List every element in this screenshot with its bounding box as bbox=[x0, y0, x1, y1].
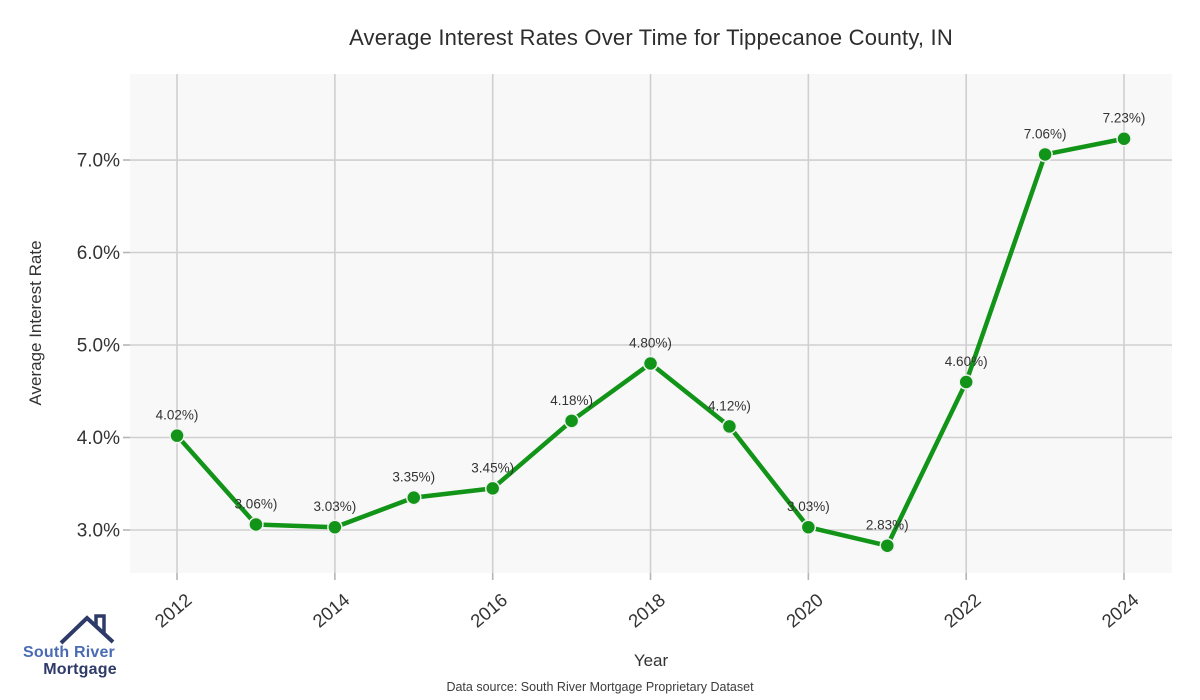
data-point-marker bbox=[879, 537, 896, 554]
chart-title: Average Interest Rates Over Time for Tip… bbox=[349, 25, 953, 50]
y-tick-label: 5.0% bbox=[77, 336, 120, 357]
data-point-label: 4.60%) bbox=[945, 354, 988, 369]
data-point-marker bbox=[1116, 130, 1132, 147]
data-point-label: 7.23%) bbox=[1103, 111, 1146, 126]
data-point-label: 2.83%) bbox=[866, 518, 909, 533]
x-tick-label: 2018 bbox=[624, 589, 669, 632]
data-point-marker bbox=[169, 427, 185, 444]
data-point-label: 3.35%) bbox=[392, 470, 435, 485]
data-point-marker bbox=[958, 374, 974, 390]
logo-text-south-river: South River bbox=[23, 644, 115, 661]
y-axis-title: Average Interest Rate bbox=[26, 240, 45, 406]
data-point-marker bbox=[327, 519, 343, 535]
south-river-mortgage-logo: South River Mortgage bbox=[14, 612, 134, 684]
y-tick-label: 6.0% bbox=[77, 243, 120, 264]
x-axis-title: Year bbox=[633, 651, 669, 670]
x-tick-label: 2022 bbox=[940, 589, 985, 632]
x-tick-label: 2014 bbox=[308, 589, 353, 632]
data-point-label: 4.80%) bbox=[629, 336, 672, 351]
logo-text-mortgage: Mortgage bbox=[43, 661, 117, 678]
house-roof-icon bbox=[59, 614, 115, 645]
data-point-label: 4.12%) bbox=[708, 398, 751, 413]
data-point-label: 4.02%) bbox=[156, 408, 199, 423]
data-point-marker bbox=[642, 355, 659, 372]
data-point-label: 3.03%) bbox=[787, 499, 830, 514]
x-tick-label: 2020 bbox=[782, 589, 827, 632]
y-tick-label: 7.0% bbox=[77, 151, 120, 172]
data-point-marker bbox=[800, 519, 817, 535]
y-tick-label: 3.0% bbox=[77, 520, 120, 541]
data-point-marker bbox=[484, 480, 501, 497]
data-point-marker bbox=[248, 516, 264, 533]
data-point-marker bbox=[406, 489, 422, 506]
y-tick-label: 4.0% bbox=[77, 428, 120, 449]
data-point-marker bbox=[721, 418, 738, 435]
data-point-marker bbox=[1037, 146, 1053, 163]
data-point-marker bbox=[563, 413, 580, 429]
data-point-label: 3.06%) bbox=[235, 496, 278, 511]
x-tick-label: 2024 bbox=[1098, 589, 1143, 632]
x-tick-label: 2016 bbox=[466, 589, 511, 632]
data-point-label: 3.03%) bbox=[313, 499, 356, 514]
x-tick-label: 2012 bbox=[151, 589, 196, 632]
data-point-label: 3.45%) bbox=[471, 460, 514, 475]
data-source-note: Data source: South River Mortgage Propri… bbox=[446, 680, 754, 694]
data-point-label: 7.06%) bbox=[1024, 126, 1067, 141]
data-point-label: 4.18%) bbox=[550, 393, 593, 408]
